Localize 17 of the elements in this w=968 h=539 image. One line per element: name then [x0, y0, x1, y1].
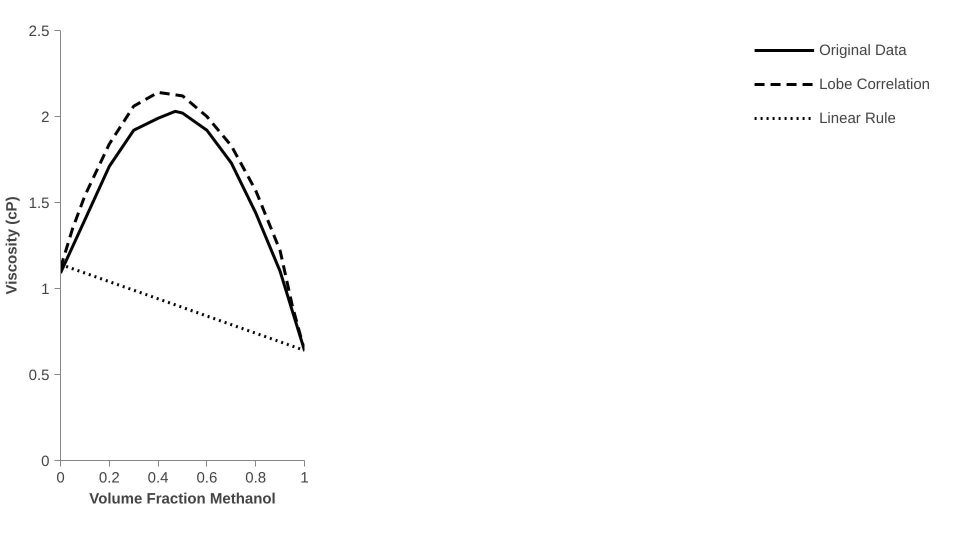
legend-label: Original Data [819, 42, 907, 58]
x-tick-label: 0 [56, 470, 65, 486]
x-tick-label: 1 [300, 470, 309, 486]
y-tick-label: 0 [41, 453, 50, 470]
legend-label: Lobe Correlation [819, 76, 930, 92]
y-tick-label: 1 [41, 281, 50, 298]
y-tick-label: 2.5 [28, 23, 50, 40]
y-tick-label: 2 [41, 109, 50, 126]
y-tick-label: 0.5 [28, 367, 50, 384]
y-axis-title: Viscosity (cP) [4, 196, 21, 295]
legend-label: Linear Rule [819, 110, 896, 126]
x-axis-title: Volume Fraction Methanol [89, 490, 276, 508]
y-tick-label: 1.5 [28, 195, 50, 212]
x-tick-label: 0.4 [148, 470, 169, 486]
x-tick-label: 0.2 [98, 470, 120, 486]
x-tick-label: 0.8 [245, 470, 266, 486]
x-tick-label: 0.6 [196, 470, 218, 486]
